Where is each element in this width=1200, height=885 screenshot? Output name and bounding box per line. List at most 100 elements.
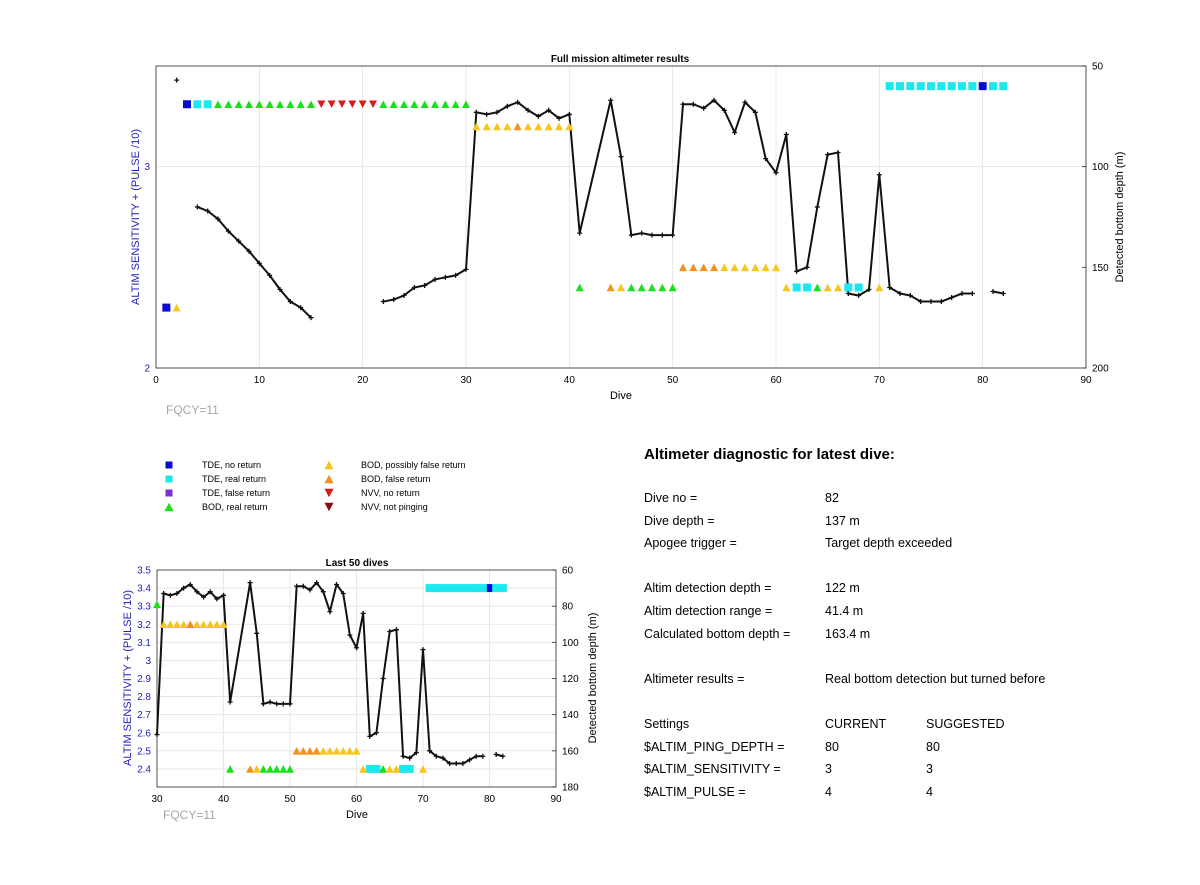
pulse-row: $ALTIM_PULSE = 4 4 — [644, 785, 1184, 808]
y-left-tick-label: 2 — [144, 364, 150, 375]
bod-possibly-false-marker — [219, 620, 228, 629]
bod-possibly-false-marker — [555, 122, 563, 131]
depth-point — [990, 288, 996, 294]
top-chart-depth-lines — [174, 77, 1006, 321]
dive-depth-value: 137 m — [825, 513, 860, 528]
bod-possibly-false-marker — [392, 765, 401, 773]
bod-real-return-marker — [451, 100, 460, 109]
bod-real-return-marker — [379, 100, 388, 109]
depth-point — [494, 109, 500, 115]
depth-point — [515, 99, 521, 105]
depth-point — [181, 585, 187, 591]
depth-point — [391, 297, 397, 303]
legend-entry: NVV, no return — [324, 488, 420, 498]
y-right-tick-label: 150 — [1092, 263, 1109, 274]
x-tick-label: 30 — [151, 794, 163, 805]
tde-real-return-marker — [193, 100, 202, 109]
depth-point — [535, 113, 541, 119]
depth-point — [340, 591, 346, 597]
x-tick-label: 80 — [977, 375, 989, 386]
nvv-no-return-marker — [317, 100, 326, 109]
depth-point — [308, 315, 314, 321]
x-tick-label: 70 — [417, 794, 429, 805]
depth-point — [484, 111, 490, 117]
depth-point — [300, 583, 306, 589]
depth-point — [433, 753, 439, 759]
y-left-tick-label: 2.7 — [137, 710, 151, 721]
tde-real-return-marker — [803, 283, 811, 292]
bod-false-marker — [246, 765, 255, 773]
bod-real-return-marker — [307, 100, 315, 109]
tde-real-return-marker — [203, 100, 212, 109]
nvv-no-return-marker — [369, 100, 377, 109]
y-right-tick-label: 100 — [1092, 162, 1109, 173]
bod-possibly-false-marker — [332, 747, 341, 755]
tde-real-return-marker — [492, 584, 501, 593]
bod-real-return-marker — [668, 283, 677, 292]
settings-label: Settings — [644, 716, 690, 731]
bod-real-return-marker — [224, 100, 233, 109]
bod-false-marker — [679, 263, 687, 272]
bottom-chart-xlabel: Dive — [346, 809, 368, 821]
depth-point — [236, 238, 242, 244]
depth-point — [167, 592, 173, 598]
depth-point — [334, 581, 340, 587]
depth-point — [918, 299, 924, 305]
bod-possibly-false-marker — [782, 283, 791, 292]
depth-point — [360, 610, 366, 616]
tde-real-return-marker — [885, 82, 894, 91]
depth-point — [649, 232, 655, 238]
ping-depth-current: 80 — [825, 739, 839, 754]
depth-point — [453, 272, 459, 278]
pulse-label: $ALTIM_PULSE = — [644, 784, 746, 799]
top-chart-xlabel: Dive — [610, 390, 632, 402]
depth-point — [773, 170, 779, 176]
depth-point — [959, 291, 965, 297]
x-tick-label: 0 — [153, 375, 159, 386]
dive-no-label: Dive no = — [644, 491, 698, 505]
y-right-tick-label: 200 — [1092, 364, 1109, 375]
tde-real-return-marker — [365, 764, 374, 773]
bottom-fqcy-label: FQCY=11 — [163, 808, 216, 822]
bod-possibly-false-marker — [206, 620, 215, 629]
bod-possibly-false-marker — [534, 122, 543, 131]
depth-point — [721, 107, 727, 113]
depth-point — [187, 581, 193, 587]
depth-point — [938, 299, 944, 305]
depth-point — [690, 101, 696, 107]
bod-false-marker — [513, 122, 522, 131]
depth-point — [701, 105, 707, 111]
bod-real-return-marker — [575, 283, 584, 292]
depth-point — [205, 208, 211, 214]
depth-point — [247, 580, 253, 586]
depth-point — [794, 268, 800, 274]
depth-point — [480, 753, 486, 759]
depth-point — [314, 580, 320, 586]
depth-point — [427, 748, 433, 754]
depth-point — [267, 272, 273, 278]
bod-possibly-false-marker — [345, 747, 354, 755]
last-50-dives-chart: Last 50 dives 30 40 50 60 70 80 90 2.4 2.5 2.6 2.7… — [122, 558, 599, 822]
bod-real-return-marker — [259, 765, 268, 773]
bod-possibly-false-marker — [565, 122, 574, 131]
depth-point — [856, 293, 862, 299]
nvv-not-pinging-legend-marker — [324, 502, 334, 512]
bod-real-return-marker — [265, 100, 274, 109]
apogee-row: Apogee trigger = Target depth exceeded — [644, 536, 1184, 559]
bottom-chart-grid — [157, 570, 556, 787]
depth-point — [1000, 291, 1006, 297]
depth-point — [659, 232, 665, 238]
altim-detection-range-label: Altim detection range = — [644, 603, 773, 618]
ping-depth-label: $ALTIM_PING_DEPTH = — [644, 739, 785, 754]
depth-point — [473, 109, 479, 115]
bod-possibly-false-marker — [212, 620, 221, 629]
x-tick-label: 70 — [874, 375, 886, 386]
depth-series-line — [196, 206, 312, 319]
top-fqcy-label: FQCY=11 — [166, 403, 219, 417]
tde-false-return-legend-marker — [165, 489, 173, 497]
bod-false-marker — [699, 263, 708, 272]
depth-point — [215, 216, 221, 222]
sensitivity-current: 3 — [825, 762, 832, 777]
tde-real-return-marker — [906, 82, 915, 91]
